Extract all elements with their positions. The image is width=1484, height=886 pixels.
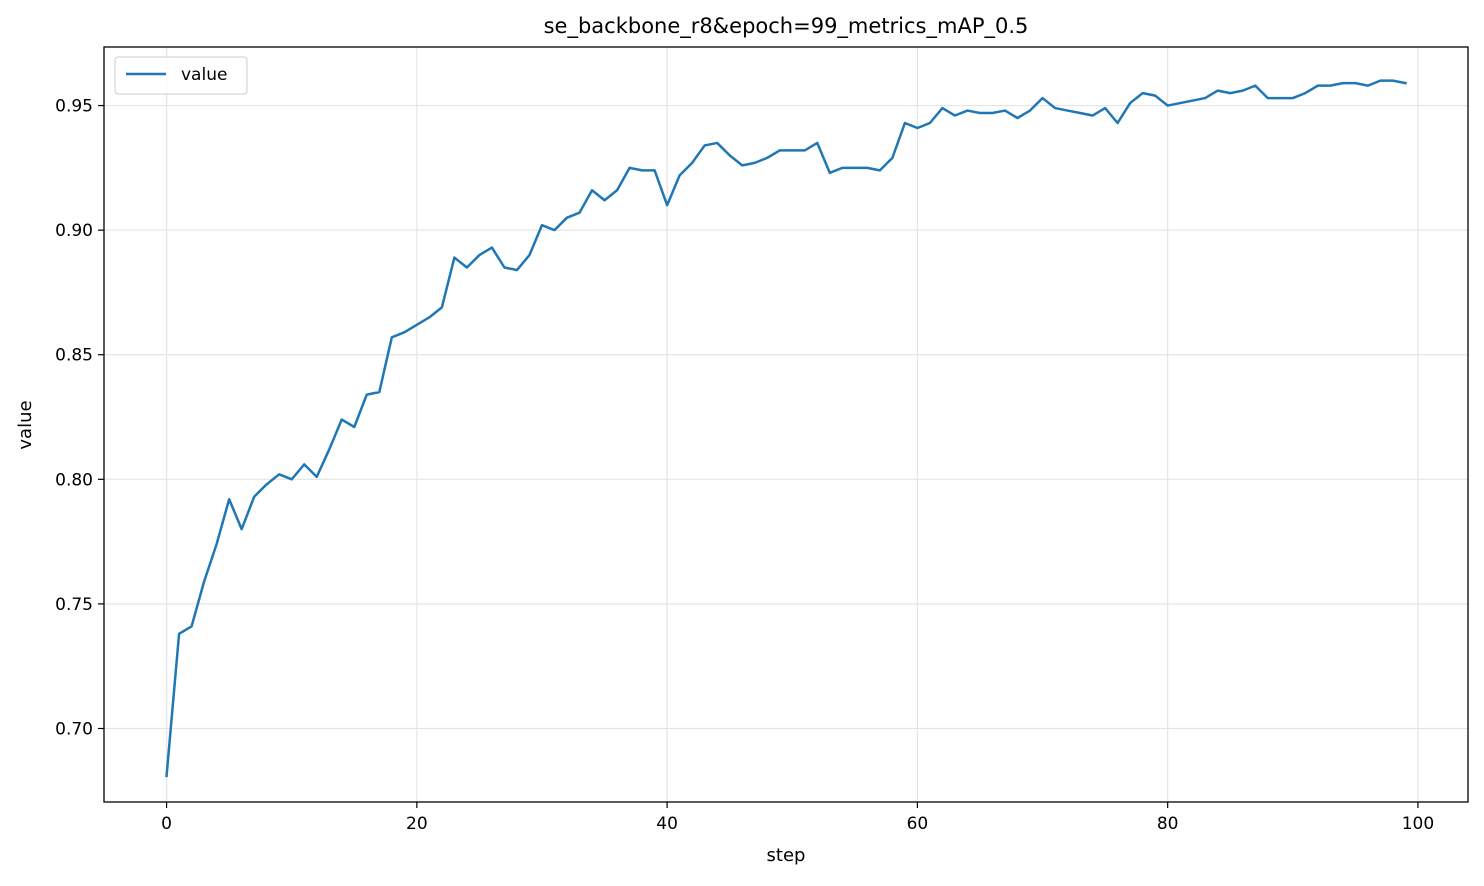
y-tick-label: 0.85 [55,346,93,366]
y-tick-label: 0.75 [55,595,93,615]
x-tick-label: 80 [1157,814,1179,834]
x-axis-ticks: 0 20 40 60 80 100 [161,802,1434,834]
x-tick-label: 60 [907,814,929,834]
series-line-value [165,79,1407,778]
y-tick-label: 0.95 [55,97,93,117]
chart-title: se_backbone_r8&epoch=99_metrics_mAP_0.5 [544,14,1029,39]
x-tick-label: 0 [161,814,172,834]
x-tick-label: 20 [406,814,428,834]
legend-box [114,56,248,95]
y-tick-label: 0.70 [55,719,93,739]
plot-frame [103,46,1469,803]
legend: value [114,56,248,95]
y-tick-label: 0.80 [55,470,93,490]
y-axis-label: value [15,400,36,449]
series-layer [165,79,1407,778]
y-tick-label: 0.90 [55,221,93,241]
legend-label: value [181,65,227,85]
x-tick-label: 100 [1402,814,1434,834]
grid-lines [104,47,1468,802]
x-tick-label: 40 [656,814,678,834]
x-axis-label: step [767,845,806,866]
y-axis-ticks: 0.70 0.75 0.80 0.85 0.90 0.95 [55,97,104,739]
